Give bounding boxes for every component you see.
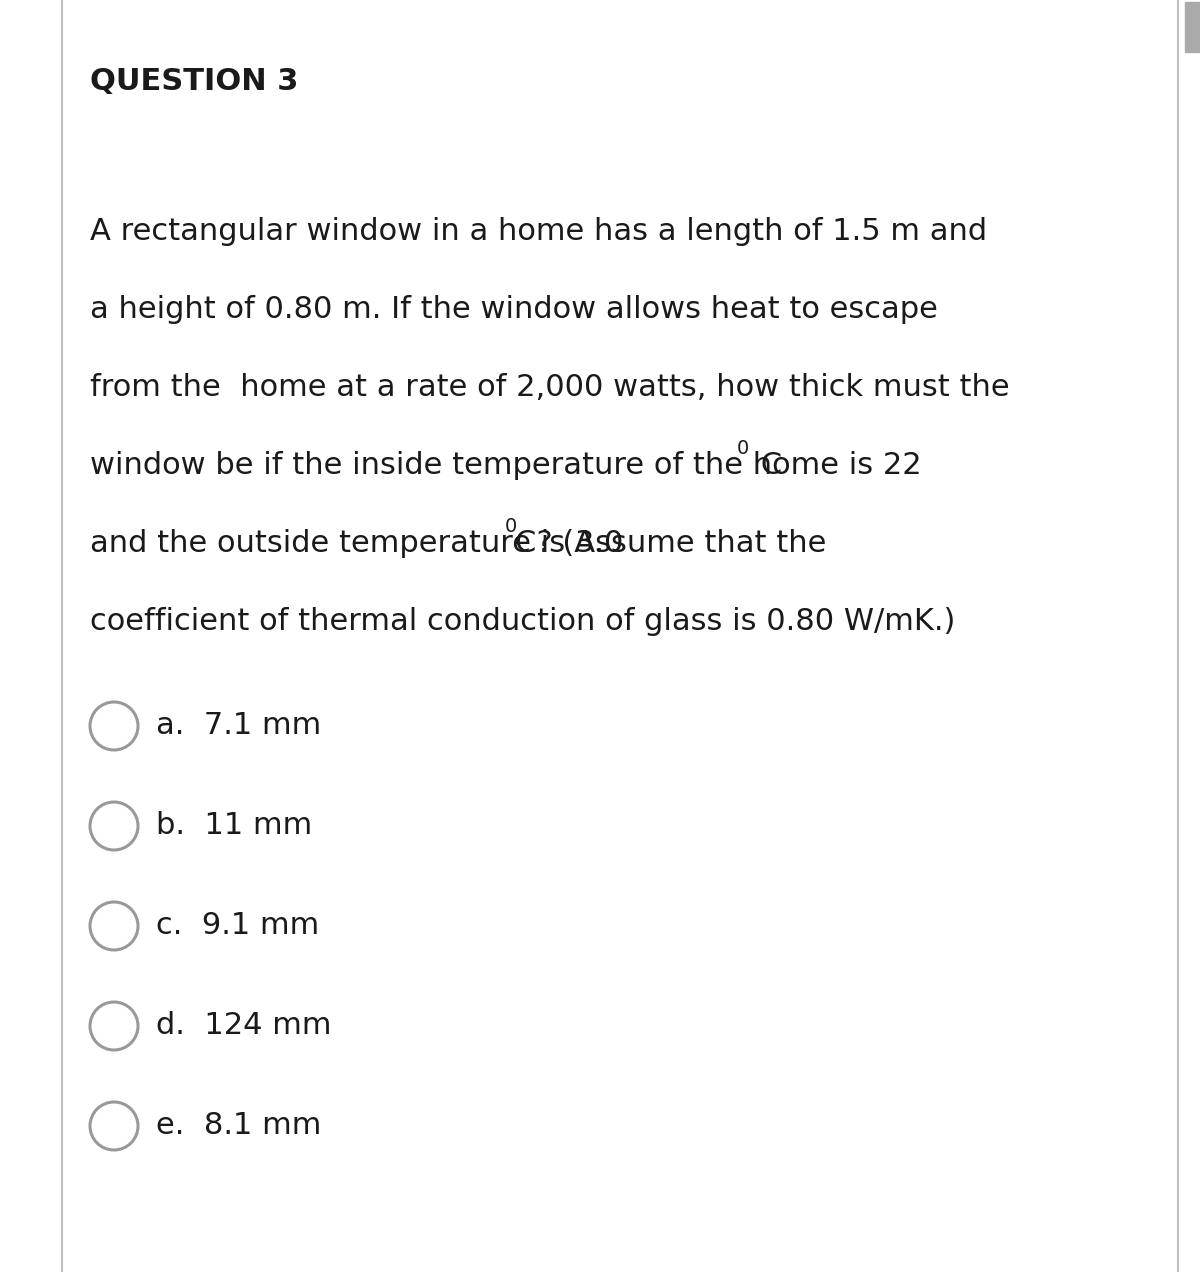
Text: d.  124 mm: d. 124 mm — [156, 1011, 331, 1040]
Text: c.  9.1 mm: c. 9.1 mm — [156, 912, 319, 940]
Text: A rectangular window in a home has a length of 1.5 m and: A rectangular window in a home has a len… — [90, 218, 988, 245]
Text: QUESTION 3: QUESTION 3 — [90, 67, 299, 95]
Text: window be if the inside temperature of the home is 22: window be if the inside temperature of t… — [90, 452, 922, 480]
Text: C? (Assume that the: C? (Assume that the — [515, 529, 826, 558]
Text: e.  8.1 mm: e. 8.1 mm — [156, 1112, 322, 1141]
Text: b.  11 mm: b. 11 mm — [156, 812, 312, 841]
Text: a.  7.1 mm: a. 7.1 mm — [156, 711, 322, 740]
Text: 0: 0 — [737, 439, 749, 458]
Bar — [1186, 3, 1200, 52]
Text: coefficient of thermal conduction of glass is 0.80 W/mK.): coefficient of thermal conduction of gla… — [90, 607, 955, 636]
Text: C: C — [751, 452, 781, 480]
Text: and the outside temperature is 3.0: and the outside temperature is 3.0 — [90, 529, 623, 558]
Text: from the  home at a rate of 2,000 watts, how thick must the: from the home at a rate of 2,000 watts, … — [90, 373, 1009, 402]
Text: 0: 0 — [505, 516, 517, 536]
Text: a height of 0.80 m. If the window allows heat to escape: a height of 0.80 m. If the window allows… — [90, 295, 938, 324]
